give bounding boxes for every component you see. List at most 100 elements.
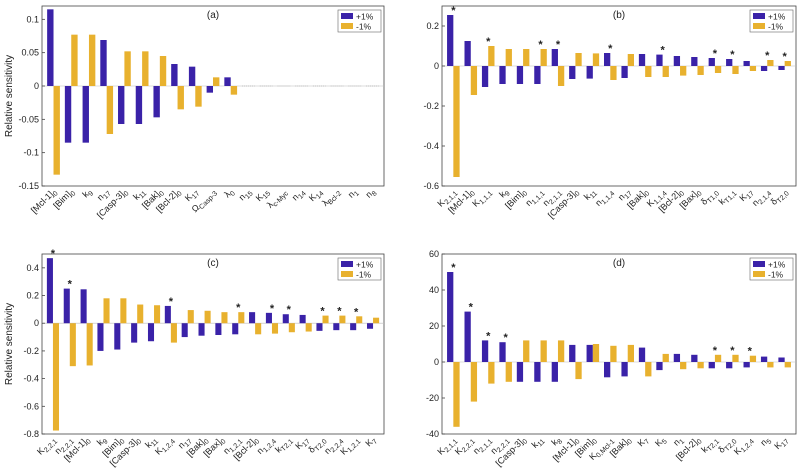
- bar-plus-1: [47, 9, 54, 86]
- bar-plus-20: [778, 357, 785, 362]
- category-label-9: k11: [582, 186, 599, 203]
- category-label-15: n14: [290, 186, 308, 204]
- bar-minus-9: [592, 344, 600, 362]
- category-label-13: K15: [254, 186, 273, 205]
- bar-minus-12: [238, 312, 245, 324]
- bar-minus-15: [697, 362, 704, 369]
- bar-minus-10: [610, 345, 617, 362]
- bar-plus-3: [481, 340, 489, 362]
- y-tick-label: -0.1: [23, 148, 39, 158]
- significance-star: *: [51, 248, 56, 260]
- category-label-12: K7: [635, 434, 651, 450]
- category-label-9: K17: [183, 186, 202, 205]
- bar-plus-8: [171, 64, 178, 86]
- bar-minus-16: [714, 66, 722, 73]
- bar-plus-11: [621, 362, 628, 377]
- category-label-18: n1: [346, 186, 361, 201]
- y-tick-label: 0.4: [26, 263, 39, 273]
- panel-label: (a): [207, 10, 219, 21]
- bar-plus-17: [726, 59, 733, 66]
- legend: +1%-1%: [337, 9, 382, 33]
- bar-plus-14: [673, 353, 681, 362]
- legend-label-minus: -1%: [356, 270, 372, 280]
- bar-plus-13: [249, 312, 256, 324]
- category-label-15: [Bcl-2]0: [674, 434, 704, 464]
- significance-star: *: [354, 306, 359, 318]
- significance-star: *: [68, 279, 73, 291]
- y-tick-label: -0.6: [423, 181, 439, 191]
- category-label-19: n8: [364, 186, 379, 201]
- bar-minus-8: [170, 323, 177, 343]
- bar-minus-15: [288, 323, 295, 333]
- bar-plus-2: [464, 41, 471, 66]
- category-label-6: k11: [530, 434, 547, 451]
- bar-plus-18: [743, 362, 750, 368]
- bar-plus-17: [316, 323, 323, 331]
- bar-minus-12: [645, 66, 652, 77]
- category-label-19: n5: [758, 434, 773, 449]
- y-tick-label: 0: [34, 81, 39, 91]
- bar-minus-11: [627, 344, 634, 362]
- bar-minus-10: [213, 77, 220, 86]
- bar-plus-19: [760, 66, 768, 71]
- category-label-12: n15: [237, 186, 255, 204]
- y-tick-label: 20: [429, 321, 439, 331]
- bar-minus-13: [662, 353, 669, 362]
- bar-plus-10: [198, 323, 205, 336]
- significance-star: *: [287, 304, 292, 316]
- panel-label: (d): [613, 258, 625, 269]
- bar-plus-12: [232, 323, 239, 335]
- legend-label-minus: -1%: [768, 22, 784, 32]
- bar-plus-12: [638, 347, 646, 362]
- significance-star: *: [765, 50, 770, 62]
- y-tick-label: -0.2: [23, 346, 39, 356]
- significance-star: *: [486, 36, 491, 48]
- bar-plus-9: [188, 66, 196, 86]
- significance-star: *: [504, 332, 509, 344]
- bar-minus-7: [154, 305, 161, 324]
- bar-plus-6: [131, 323, 138, 343]
- bar-plus-7: [153, 86, 160, 118]
- legend-swatch-minus: [341, 271, 353, 277]
- bar-plus-2: [464, 311, 471, 362]
- panel-label: (c): [207, 258, 219, 269]
- y-tick-label: -20: [426, 393, 439, 403]
- bar-plus-11: [224, 77, 231, 86]
- category-label-14: n1: [671, 434, 686, 449]
- significance-star: *: [730, 49, 735, 61]
- bar-minus-8: [575, 53, 582, 66]
- plot-frame: [41, 5, 385, 187]
- y-tick-label: -40: [426, 429, 439, 439]
- legend-label-plus: +1%: [768, 260, 786, 270]
- bar-minus-18: [339, 315, 346, 324]
- significance-star: *: [660, 45, 665, 57]
- bar-minus-14: [680, 362, 687, 370]
- bar-minus-3: [86, 323, 93, 366]
- legend: +1%-1%: [337, 257, 382, 281]
- category-label-11: n17: [616, 186, 634, 204]
- legend-label-minus: -1%: [768, 270, 784, 280]
- category-label-8: [Bcl-2]0: [154, 186, 184, 216]
- bar-minus-14: [680, 66, 687, 76]
- bar-plus-13: [656, 362, 663, 371]
- bar-minus-1: [52, 323, 60, 431]
- bar-minus-5: [523, 49, 530, 66]
- category-label-18: K1,2,4: [732, 434, 756, 458]
- bar-minus-1: [453, 362, 460, 427]
- bar-plus-16: [299, 314, 306, 324]
- bar-minus-20: [373, 317, 380, 324]
- bar-minus-16: [714, 354, 722, 362]
- bar-minus-17: [732, 66, 739, 74]
- significance-star: *: [469, 302, 474, 314]
- bar-minus-18: [749, 66, 757, 71]
- significance-star: *: [608, 43, 613, 55]
- bar-plus-8: [569, 66, 576, 79]
- bar-plus-11: [215, 323, 222, 335]
- bar-minus-5: [120, 298, 127, 324]
- bar-plus-15: [282, 314, 289, 324]
- y-tick-label: 0: [434, 357, 439, 367]
- bar-plus-12: [638, 54, 646, 66]
- bar-plus-9: [586, 66, 593, 79]
- bar-plus-3: [82, 86, 89, 143]
- legend-swatch-plus: [341, 261, 353, 267]
